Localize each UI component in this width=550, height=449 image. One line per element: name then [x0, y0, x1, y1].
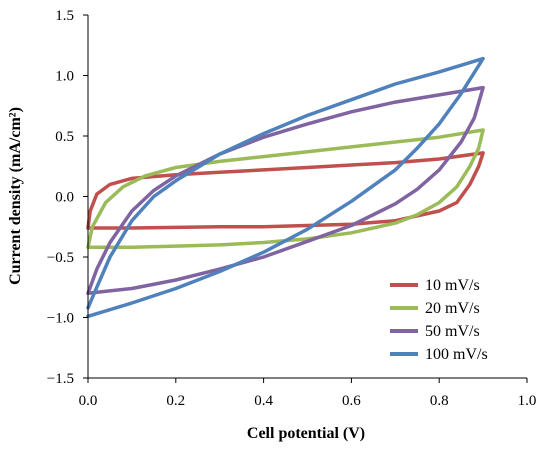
series-line-20-mv-s [86, 128, 485, 250]
legend-label: 10 mV/s [425, 277, 480, 294]
legend-label: 50 mV/s [425, 323, 480, 340]
y-tick-label: 0.0 [55, 190, 74, 206]
y-axis-title: Current density (mA/cm²) [7, 107, 24, 285]
axes: 0.0 0.2 0.4 0.6 0.8 1.0 1.5 1.0 0.5 0.0 −0.5 −1.0 −1… [47, 8, 537, 409]
y-tick-label: −1.5 [47, 371, 74, 387]
y-tick-label: 1.0 [55, 69, 74, 85]
x-tick-label: 0.8 [430, 393, 449, 409]
legend: 10 mV/s 20 mV/s 50 mV/s 100 mV/s [390, 277, 488, 363]
cv-curves [86, 56, 485, 319]
x-tick-label: 1.0 [518, 393, 537, 409]
legend-label: 20 mV/s [425, 300, 480, 317]
series-line-100-mv-s [86, 56, 485, 319]
plot-area [88, 15, 527, 378]
x-tick-label: 0.6 [342, 393, 361, 409]
x-axis-title: Cell potential (V) [247, 425, 365, 442]
y-tick-label: 1.5 [55, 8, 74, 24]
x-tick-label: 0.0 [79, 393, 98, 409]
plot-background [88, 15, 527, 378]
x-tick-label: 0.4 [254, 393, 273, 409]
series-line-10-mv-s [86, 151, 485, 230]
series-line-50-mv-s [86, 85, 485, 296]
y-tick-label: −0.5 [47, 250, 74, 266]
y-tick-label: 0.5 [55, 129, 74, 145]
x-tick-label: 0.2 [166, 393, 185, 409]
y-tick-label: −1.0 [47, 311, 74, 327]
legend-label: 100 mV/s [425, 346, 488, 363]
